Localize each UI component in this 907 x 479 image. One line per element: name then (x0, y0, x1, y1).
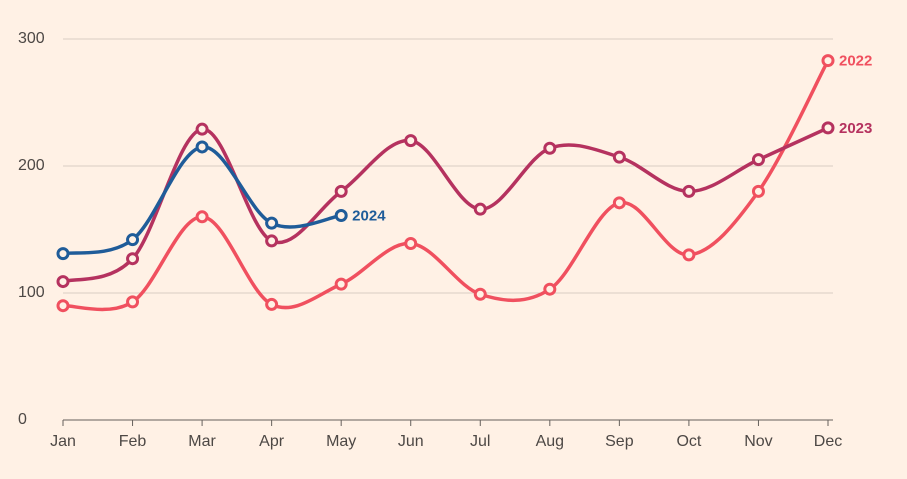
data-point (265, 297, 279, 311)
data-point (543, 141, 557, 155)
data-point (612, 150, 626, 164)
y-tick-label: 0 (18, 411, 27, 428)
data-point (334, 209, 348, 223)
data-point (543, 282, 557, 296)
data-point (195, 140, 209, 154)
series-line (62, 145, 342, 256)
x-tick-label: Aug (536, 433, 564, 450)
x-tick-label: Feb (119, 433, 147, 450)
data-point (473, 287, 487, 301)
data-point (56, 299, 70, 313)
x-tick-label: Sep (605, 433, 634, 450)
y-tick-label: 200 (18, 157, 45, 174)
x-tick-label: Jan (50, 433, 76, 450)
data-point (473, 202, 487, 216)
data-point (682, 184, 696, 198)
data-point (56, 247, 70, 261)
data-point (126, 295, 140, 309)
data-point (334, 184, 348, 198)
y-tick-label: 300 (18, 30, 45, 47)
x-tick-label: Jun (398, 433, 424, 450)
series-label: 2024 (352, 207, 386, 224)
data-point (821, 121, 835, 135)
data-point (404, 236, 418, 250)
data-point (265, 234, 279, 248)
data-point (265, 216, 279, 230)
x-tick-label: Jul (470, 433, 490, 450)
x-tick-label: Mar (188, 433, 216, 450)
data-point (751, 184, 765, 198)
x-tick-label: Apr (259, 433, 285, 450)
x-tick-label: Oct (676, 433, 701, 450)
series-label: 2023 (839, 120, 872, 137)
series-line (62, 126, 829, 284)
data-point (56, 275, 70, 289)
data-point (195, 210, 209, 224)
data-point (404, 134, 418, 148)
data-point (821, 54, 835, 68)
x-tick-label: Nov (744, 433, 772, 450)
data-point (612, 196, 626, 210)
data-point (334, 277, 348, 291)
x-tick-label: May (326, 433, 356, 450)
series-label: 2022 (839, 53, 872, 70)
y-tick-label: 100 (18, 284, 45, 301)
data-point (751, 153, 765, 167)
x-tick-label: Dec (814, 433, 842, 450)
data-point (126, 252, 140, 266)
data-point (126, 233, 140, 247)
data-point (195, 122, 209, 136)
data-point (682, 248, 696, 262)
